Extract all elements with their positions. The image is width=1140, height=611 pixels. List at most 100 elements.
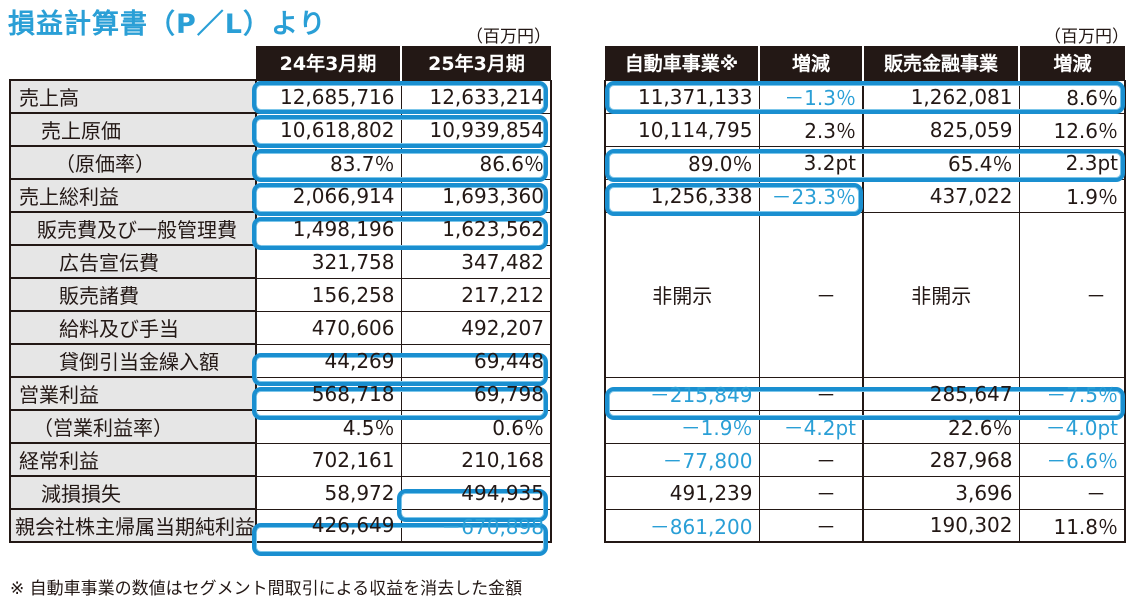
- cell-finance: 3,696: [863, 475, 1020, 510]
- table-row: 販売諸費 156,258 217,212: [9, 277, 552, 312]
- table-row: 10,114,795 2.3％ 825,059 12.6％: [604, 112, 1126, 147]
- row-label: （営業利益率）: [9, 409, 257, 444]
- table-row: 1,256,338 －23.3％ 437,022 1.9％: [604, 178, 1126, 213]
- row-label: 給料及び手当: [9, 310, 257, 345]
- table-row: 売上原価 10,618,802 10,939,854: [9, 112, 552, 147]
- cell-fy24: 4.5％: [256, 409, 402, 444]
- cell-finance-change: －6.6％: [1019, 442, 1126, 477]
- cell-finance-change-undisclosed: －: [1019, 211, 1126, 378]
- table-row: 89.0％ 3.2pt 65.4％ 2.3pt: [604, 145, 1126, 180]
- cell-finance: 22.6％: [863, 409, 1020, 444]
- cell-auto: 1,256,338: [604, 178, 760, 213]
- cell-fy25: 492,207: [401, 310, 552, 345]
- row-label: （原価率）: [9, 145, 257, 180]
- cell-fy25: 1,623,562: [401, 211, 552, 246]
- segment-table: 自動車事業※ 増減 販売金融事業 増減 11,371,133 －1.3％ 1,2…: [604, 46, 1126, 543]
- cell-finance: 190,302: [863, 508, 1020, 543]
- cell-fy25: 10,939,854: [401, 112, 552, 147]
- cell-fy25: 12,633,214: [401, 79, 552, 114]
- cell-fy25: 69,798: [401, 376, 552, 411]
- cell-auto-change: －4.2pt: [759, 409, 864, 444]
- cell-auto: －215,849: [604, 376, 760, 411]
- pl-header-row: 24年3月期 25年3月期: [10, 46, 551, 80]
- row-label: 広告宣伝費: [9, 244, 257, 279]
- table-row: （営業利益率） 4.5％ 0.6％: [9, 409, 552, 444]
- row-label: 営業利益: [9, 376, 257, 411]
- cell-finance: 437,022: [863, 178, 1020, 213]
- cell-fy25: 86.6％: [401, 145, 552, 180]
- row-label: 親会社株主帰属当期純利益: [9, 508, 257, 543]
- cell-fy24: 321,758: [256, 244, 402, 279]
- cell-fy24: 10,618,802: [256, 112, 402, 147]
- cell-finance-change: 12.6％: [1019, 112, 1126, 147]
- cell-finance: 825,059: [863, 112, 1020, 147]
- cell-auto-change: 3.2pt: [759, 145, 864, 180]
- cell-finance: 287,968: [863, 442, 1020, 477]
- segment-header-row: 自動車事業※ 増減 販売金融事業 増減: [605, 46, 1125, 80]
- cell-fy25: －670,898: [401, 508, 552, 543]
- cell-finance-change: －: [1019, 475, 1126, 510]
- row-label: 売上原価: [9, 112, 257, 147]
- cell-auto-change: －23.3％: [759, 178, 864, 213]
- cell-fy25: 210,168: [401, 442, 552, 477]
- cell-fy24: 83.7％: [256, 145, 402, 180]
- cell-fy24: 58,972: [256, 475, 402, 510]
- pl-header-blank: [10, 46, 256, 80]
- table-row: 給料及び手当 470,606 492,207: [9, 310, 552, 345]
- table-row: 11,371,133 －1.3％ 1,262,081 8.6％: [604, 79, 1126, 114]
- cell-fy24: 2,066,914: [256, 178, 402, 213]
- cell-finance: 1,262,081: [863, 79, 1020, 114]
- cell-finance-change: －4.0pt: [1019, 409, 1126, 444]
- cell-auto: －861,200: [604, 508, 760, 543]
- cell-auto-change: －1.3％: [759, 79, 864, 114]
- header-finance: 販売金融事業: [862, 46, 1019, 80]
- cell-finance-change: －7.5％: [1019, 376, 1126, 411]
- table-row: 売上高 12,685,716 12,633,214: [9, 79, 552, 114]
- cell-auto: 11,371,133: [604, 79, 760, 114]
- table-row: 親会社株主帰属当期純利益 426,649 －670,898: [9, 508, 552, 543]
- table-row: 減損損失 58,972 494,935: [9, 475, 552, 510]
- unit-label-right: （百万円）: [1044, 27, 1129, 47]
- row-label: 販売諸費: [9, 277, 257, 312]
- table-row: 販売費及び一般管理費 1,498,196 1,623,562: [9, 211, 552, 246]
- cell-finance-change: 2.3pt: [1019, 145, 1126, 180]
- cell-finance: 285,647: [863, 376, 1020, 411]
- table-row: 売上総利益 2,066,914 1,693,360: [9, 178, 552, 213]
- table-row: 営業利益 568,718 69,798: [9, 376, 552, 411]
- cell-fy24: 156,258: [256, 277, 402, 312]
- cell-auto: 89.0％: [604, 145, 760, 180]
- cell-finance: 65.4％: [863, 145, 1020, 180]
- pl-table: 24年3月期 25年3月期 売上高 12,685,716 12,633,214 …: [9, 46, 552, 543]
- cell-auto-change-undisclosed: －: [759, 211, 864, 378]
- cell-fy24: 470,606: [256, 310, 402, 345]
- table-row: 経常利益 702,161 210,168: [9, 442, 552, 477]
- cell-fy24: 1,498,196: [256, 211, 402, 246]
- row-label: 販売費及び一般管理費: [9, 211, 257, 246]
- cell-fy25: 494,935: [401, 475, 552, 510]
- cell-finance-undisclosed: 非開示: [863, 211, 1020, 378]
- footnote: ※ 自動車事業の数値はセグメント間取引による収益を消去した金額: [10, 579, 523, 599]
- cell-auto-undisclosed: 非開示: [604, 211, 760, 378]
- table-row: －1.9％ －4.2pt 22.6％ －4.0pt: [604, 409, 1126, 444]
- header-fy25: 25年3月期: [400, 46, 551, 80]
- cell-auto-change: 2.3％: [759, 112, 864, 147]
- row-label: 売上高: [9, 79, 257, 114]
- table-row: 491,239 － 3,696 －: [604, 475, 1126, 510]
- cell-auto-change: －: [759, 508, 864, 543]
- row-label: 売上総利益: [9, 178, 257, 213]
- cell-fy25: 0.6％: [401, 409, 552, 444]
- page-title: 損益計算書（P／L）より: [8, 9, 327, 40]
- table-row: 広告宣伝費 321,758 347,482: [9, 244, 552, 279]
- cell-fy25: 69,448: [401, 343, 552, 378]
- cell-fy24: 568,718: [256, 376, 402, 411]
- table-row: －77,800 － 287,968 －6.6％: [604, 442, 1126, 477]
- cell-fy24: 12,685,716: [256, 79, 402, 114]
- cell-fy25: 1,693,360: [401, 178, 552, 213]
- cell-fy24: 426,649: [256, 508, 402, 543]
- row-label: 減損損失: [9, 475, 257, 510]
- header-auto: 自動車事業※: [605, 46, 759, 80]
- row-label: 経常利益: [9, 442, 257, 477]
- cell-finance-change: 11.8％: [1019, 508, 1126, 543]
- table-row: （原価率） 83.7％ 86.6％: [9, 145, 552, 180]
- cell-auto: －1.9％: [604, 409, 760, 444]
